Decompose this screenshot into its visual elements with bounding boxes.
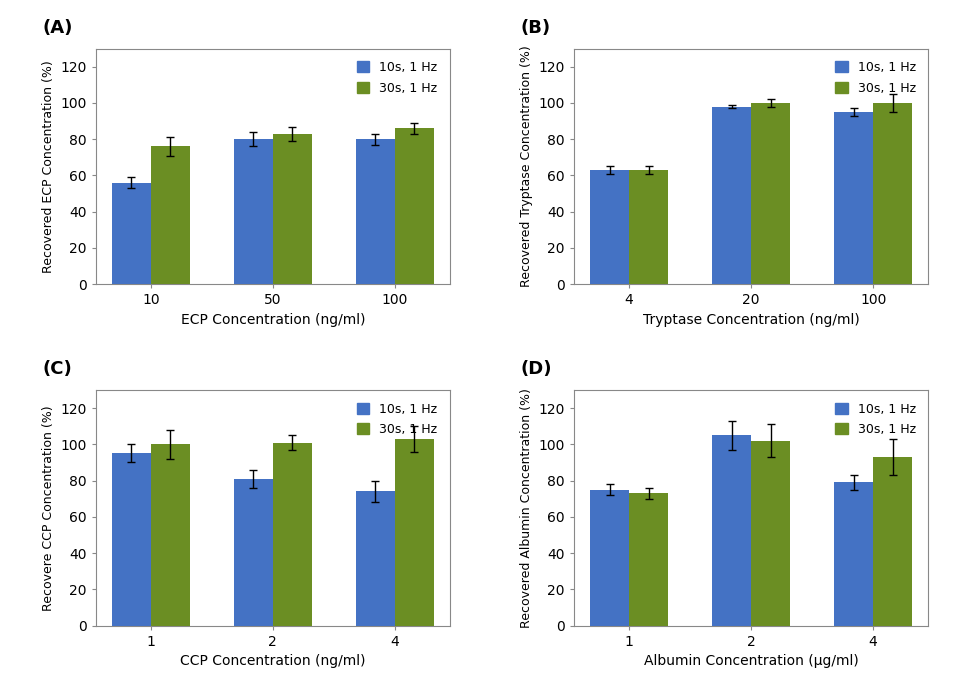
Bar	[712, 435, 751, 626]
Bar	[234, 139, 273, 284]
Bar	[873, 457, 912, 626]
Legend: 10s, 1 Hz, 30s, 1 Hz: 10s, 1 Hz, 30s, 1 Hz	[829, 55, 922, 101]
Bar	[273, 443, 312, 626]
Text: (A): (A)	[42, 19, 73, 37]
Bar	[590, 490, 629, 626]
Bar	[629, 170, 668, 284]
Bar	[112, 183, 151, 284]
Bar	[712, 106, 751, 284]
Bar	[629, 493, 668, 626]
Text: (B): (B)	[521, 19, 551, 37]
Bar	[751, 441, 790, 626]
X-axis label: Albumin Concentration (μg/ml): Albumin Concentration (μg/ml)	[644, 654, 858, 668]
Bar	[356, 491, 395, 626]
X-axis label: Tryptase Concentration (ng/ml): Tryptase Concentration (ng/ml)	[643, 313, 859, 327]
Y-axis label: Recovered ECP Concentration (%): Recovered ECP Concentration (%)	[42, 60, 55, 272]
X-axis label: ECP Concentration (ng/ml): ECP Concentration (ng/ml)	[181, 313, 366, 327]
Y-axis label: Recovered Tryptase Concentration (%): Recovered Tryptase Concentration (%)	[520, 45, 533, 287]
Bar	[590, 170, 629, 284]
Bar	[835, 112, 873, 284]
Legend: 10s, 1 Hz, 30s, 1 Hz: 10s, 1 Hz, 30s, 1 Hz	[829, 396, 922, 442]
Text: (D): (D)	[521, 360, 552, 378]
Y-axis label: Recovere CCP Concentration (%): Recovere CCP Concentration (%)	[42, 405, 55, 611]
Y-axis label: Recovered Albumin Concentration (%): Recovered Albumin Concentration (%)	[520, 388, 533, 628]
Bar	[273, 133, 312, 284]
Bar	[151, 444, 189, 626]
Legend: 10s, 1 Hz, 30s, 1 Hz: 10s, 1 Hz, 30s, 1 Hz	[350, 55, 444, 101]
Bar	[835, 482, 873, 626]
Bar	[751, 103, 790, 284]
Bar	[151, 147, 189, 284]
Legend: 10s, 1 Hz, 30s, 1 Hz: 10s, 1 Hz, 30s, 1 Hz	[350, 396, 444, 442]
Bar	[395, 129, 434, 284]
Text: (C): (C)	[42, 360, 73, 378]
Bar	[873, 103, 912, 284]
Bar	[112, 453, 151, 626]
Bar	[356, 139, 395, 284]
Bar	[395, 439, 434, 626]
Bar	[234, 479, 273, 626]
X-axis label: CCP Concentration (ng/ml): CCP Concentration (ng/ml)	[180, 654, 366, 668]
